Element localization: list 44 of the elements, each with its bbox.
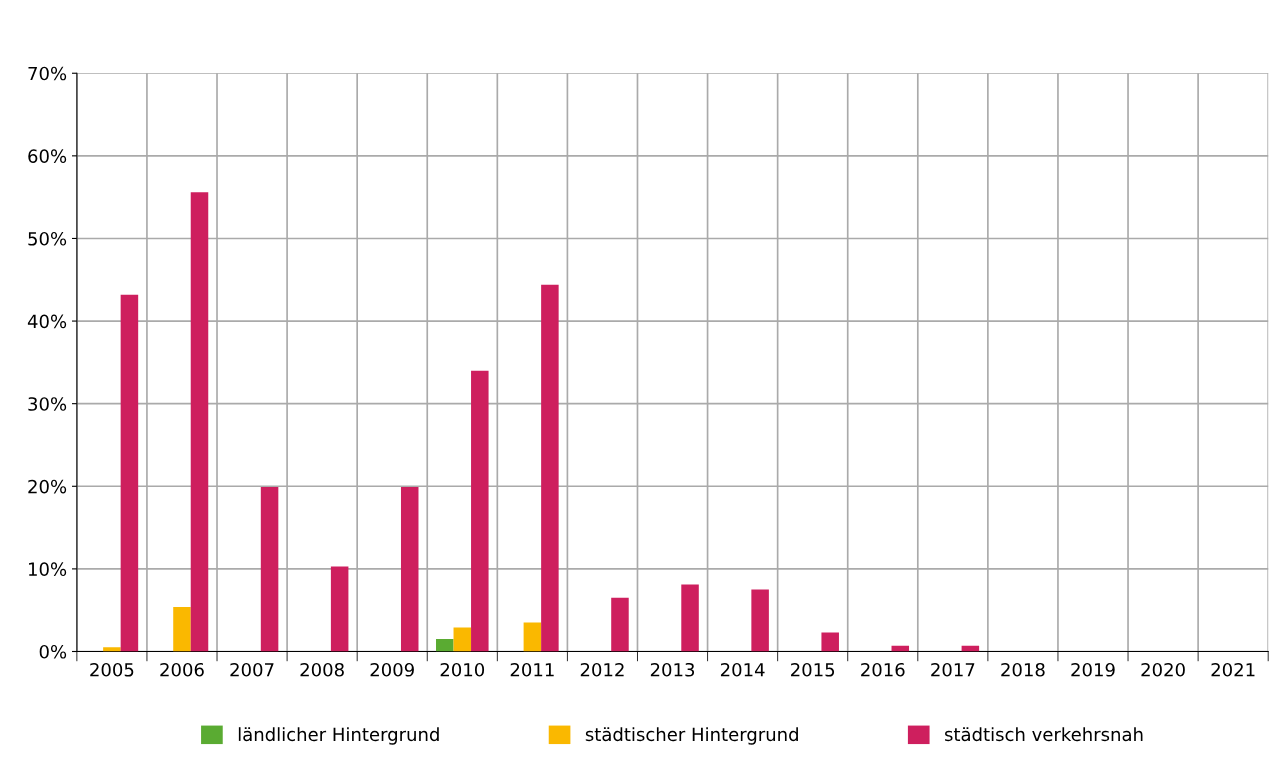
bar <box>190 192 209 652</box>
bar <box>681 584 699 652</box>
bar <box>436 639 454 652</box>
legend-label: städtisch verkehrsnah <box>944 727 1143 742</box>
bar <box>611 597 629 652</box>
y-tick-label: 20% <box>28 479 67 494</box>
bar <box>400 487 419 652</box>
legend-label: städtischer Hintergrund <box>585 727 798 745</box>
x-tick-label: 2013 <box>650 662 695 677</box>
x-tick-label: 2015 <box>791 662 835 677</box>
bar <box>453 627 472 652</box>
x-tick-label: 2010 <box>440 662 485 677</box>
y-tick-label: 30% <box>28 397 67 411</box>
x-tick-label: 2009 <box>370 662 414 677</box>
bar <box>173 606 191 652</box>
x-tick-label: 2005 <box>90 662 134 677</box>
x-tick-label: 2016 <box>861 662 905 677</box>
bar <box>103 647 121 652</box>
bar <box>260 487 279 652</box>
y-tick-label: 60% <box>28 149 67 163</box>
x-tick-label: 2021 <box>1211 662 1255 677</box>
bar <box>120 294 139 652</box>
legend-label: ländlicher Hintergrund <box>238 727 439 745</box>
x-tick-label: 2020 <box>1141 662 1185 677</box>
bar <box>330 566 349 652</box>
bar <box>471 370 489 652</box>
x-tick-label: 2012 <box>580 662 624 677</box>
y-tick-label: 0% <box>39 644 67 659</box>
bar <box>751 589 769 652</box>
bar <box>821 632 839 652</box>
bar <box>523 622 542 652</box>
y-tick-label: 10% <box>28 562 67 576</box>
y-tick-label: 40% <box>27 314 67 329</box>
x-tick-label: 2007 <box>230 662 274 677</box>
x-tick-label: 2011 <box>510 662 554 677</box>
y-tick-label: 70% <box>28 66 67 81</box>
x-tick-label: 2017 <box>931 662 975 677</box>
x-tick-label: 2008 <box>300 662 344 677</box>
x-tick-label: 2018 <box>1001 662 1045 677</box>
x-tick-label: 2006 <box>160 662 204 677</box>
x-tick-label: 2014 <box>720 662 765 677</box>
bar <box>541 284 559 652</box>
y-tick-label: 50% <box>28 231 67 246</box>
x-tick-label: 2019 <box>1071 662 1115 677</box>
